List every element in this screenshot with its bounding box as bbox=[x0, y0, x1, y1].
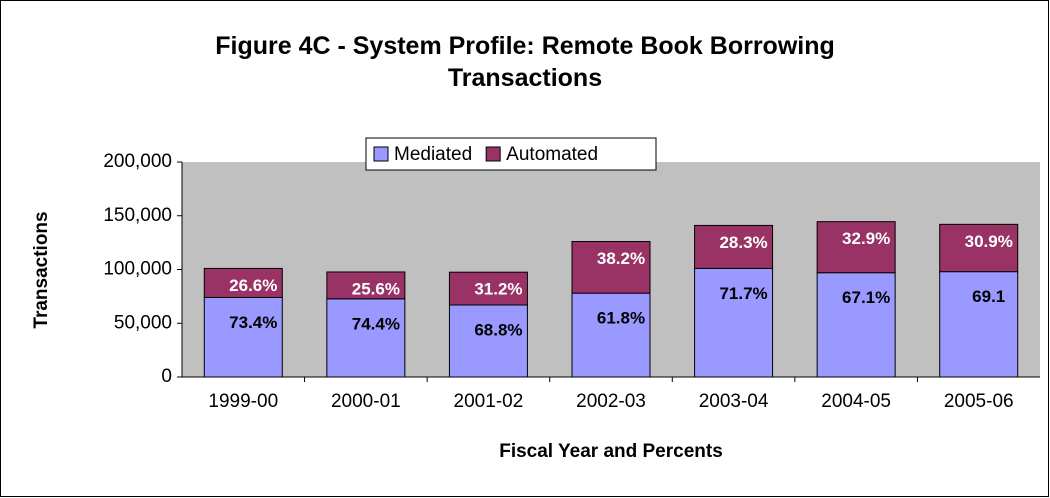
data-label: 73.4% bbox=[229, 313, 277, 332]
x-tick-label: 2001-02 bbox=[454, 391, 524, 412]
bar-segment bbox=[694, 267, 774, 378]
data-label: 26.6% bbox=[229, 276, 277, 295]
legend-swatch bbox=[485, 146, 501, 162]
y-tick-label: 50,000 bbox=[114, 312, 172, 333]
legend-box bbox=[365, 137, 657, 171]
bar-segment bbox=[571, 292, 651, 378]
legend-label: Mediated bbox=[394, 144, 472, 165]
bar-segment bbox=[939, 223, 1019, 273]
y-tick-label: 150,000 bbox=[103, 205, 172, 226]
legend-swatch bbox=[373, 146, 389, 162]
bar-segment bbox=[939, 271, 1019, 378]
data-label: 71.7% bbox=[719, 284, 767, 303]
bar-segment bbox=[448, 271, 528, 306]
x-tick-label: 2002-03 bbox=[576, 391, 646, 412]
bar-segment bbox=[203, 267, 283, 298]
y-axis-label: Transactions bbox=[31, 211, 52, 328]
x-tick-label: 2000-01 bbox=[331, 391, 401, 412]
data-label: 25.6% bbox=[352, 279, 400, 298]
x-tick-label: 2005-06 bbox=[944, 391, 1014, 412]
x-tick-label: 2004-05 bbox=[821, 391, 891, 412]
bar-segment bbox=[203, 296, 283, 378]
y-tick-label: 0 bbox=[161, 366, 172, 387]
data-label: 38.2% bbox=[597, 249, 645, 268]
x-tick-label: 1999-00 bbox=[208, 391, 278, 412]
bar-segment bbox=[694, 224, 774, 269]
legend-label: Automated bbox=[506, 144, 598, 165]
bar-segment bbox=[326, 298, 406, 378]
data-label: 67.1% bbox=[842, 288, 890, 307]
data-label: 28.3% bbox=[719, 233, 767, 252]
bar-segment bbox=[448, 304, 528, 378]
data-label: 74.4% bbox=[352, 314, 400, 333]
x-tick-label: 2003-04 bbox=[699, 391, 769, 412]
bar-segment bbox=[571, 241, 651, 294]
x-axis-label: Fiscal Year and Percents bbox=[499, 441, 723, 462]
chart-title: Figure 4C - System Profile: Remote Book … bbox=[215, 32, 835, 92]
data-label: 31.2% bbox=[474, 280, 522, 299]
y-tick-label: 200,000 bbox=[103, 151, 172, 172]
bar-segment bbox=[816, 272, 896, 378]
data-label: 32.9% bbox=[842, 229, 890, 248]
bar-segment bbox=[816, 221, 896, 274]
data-label: 30.9% bbox=[965, 232, 1013, 251]
data-label: 61.8% bbox=[597, 309, 645, 328]
bar-segment bbox=[326, 271, 406, 300]
data-label: 68.8% bbox=[474, 320, 522, 339]
y-tick-label: 100,000 bbox=[103, 259, 172, 280]
data-label: 69.1 bbox=[972, 287, 1005, 306]
